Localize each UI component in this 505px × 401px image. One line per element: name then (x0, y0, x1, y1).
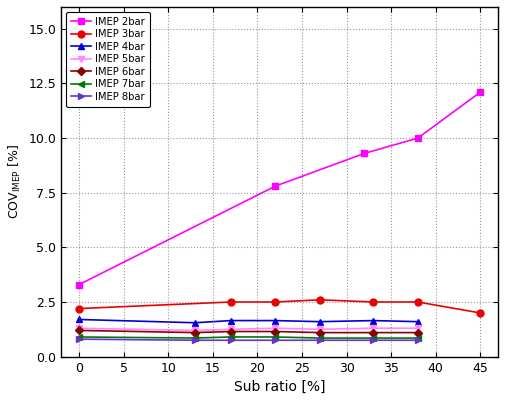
X-axis label: Sub ratio [%]: Sub ratio [%] (234, 380, 325, 394)
Line: IMEP 4bar: IMEP 4bar (76, 316, 421, 326)
Line: IMEP 5bar: IMEP 5bar (76, 325, 421, 334)
IMEP 4bar (228, 318, 234, 323)
IMEP 4bar (415, 319, 421, 324)
IMEP 3bar (228, 300, 234, 304)
IMEP 8bar (415, 338, 421, 342)
Line: IMEP 8bar: IMEP 8bar (76, 336, 421, 344)
Line: IMEP 6bar: IMEP 6bar (76, 328, 421, 335)
IMEP 7bar (192, 336, 198, 340)
IMEP 3bar (370, 300, 376, 304)
IMEP 5bar (272, 326, 278, 331)
IMEP 2bar (272, 184, 278, 188)
IMEP 8bar (370, 338, 376, 342)
IMEP 3bar (272, 300, 278, 304)
IMEP 7bar (370, 336, 376, 340)
IMEP 6bar (192, 330, 198, 335)
Y-axis label: COV$_{\mathregular{IMEP}}$ [%]: COV$_{\mathregular{IMEP}}$ [%] (7, 144, 23, 219)
IMEP 7bar (76, 334, 82, 339)
IMEP 3bar (477, 310, 483, 315)
Line: IMEP 7bar: IMEP 7bar (76, 334, 421, 342)
IMEP 5bar (228, 327, 234, 332)
IMEP 6bar (317, 330, 323, 335)
IMEP 7bar (272, 334, 278, 339)
IMEP 2bar (76, 282, 82, 287)
IMEP 4bar (370, 318, 376, 323)
IMEP 6bar (415, 330, 421, 335)
IMEP 4bar (272, 318, 278, 323)
IMEP 4bar (192, 320, 198, 325)
IMEP 7bar (228, 334, 234, 339)
IMEP 8bar (228, 338, 234, 342)
Line: IMEP 3bar: IMEP 3bar (76, 296, 484, 316)
IMEP 2bar (362, 151, 368, 156)
IMEP 6bar (370, 330, 376, 335)
IMEP 7bar (415, 336, 421, 340)
IMEP 3bar (415, 300, 421, 304)
IMEP 2bar (415, 136, 421, 140)
IMEP 5bar (76, 326, 82, 331)
IMEP 6bar (76, 328, 82, 333)
IMEP 8bar (317, 338, 323, 342)
IMEP 6bar (228, 329, 234, 334)
IMEP 4bar (76, 317, 82, 322)
Legend: IMEP 2bar, IMEP 3bar, IMEP 4bar, IMEP 5bar, IMEP 6bar, IMEP 7bar, IMEP 8bar: IMEP 2bar, IMEP 3bar, IMEP 4bar, IMEP 5b… (66, 12, 150, 107)
IMEP 5bar (192, 328, 198, 333)
IMEP 8bar (272, 338, 278, 342)
IMEP 5bar (370, 326, 376, 331)
IMEP 4bar (317, 319, 323, 324)
IMEP 3bar (317, 298, 323, 302)
IMEP 8bar (76, 337, 82, 342)
IMEP 7bar (317, 336, 323, 340)
Line: IMEP 2bar: IMEP 2bar (76, 89, 484, 288)
IMEP 2bar (477, 90, 483, 95)
IMEP 8bar (192, 338, 198, 342)
IMEP 3bar (76, 306, 82, 311)
IMEP 6bar (272, 329, 278, 334)
IMEP 5bar (317, 327, 323, 332)
IMEP 5bar (415, 326, 421, 331)
